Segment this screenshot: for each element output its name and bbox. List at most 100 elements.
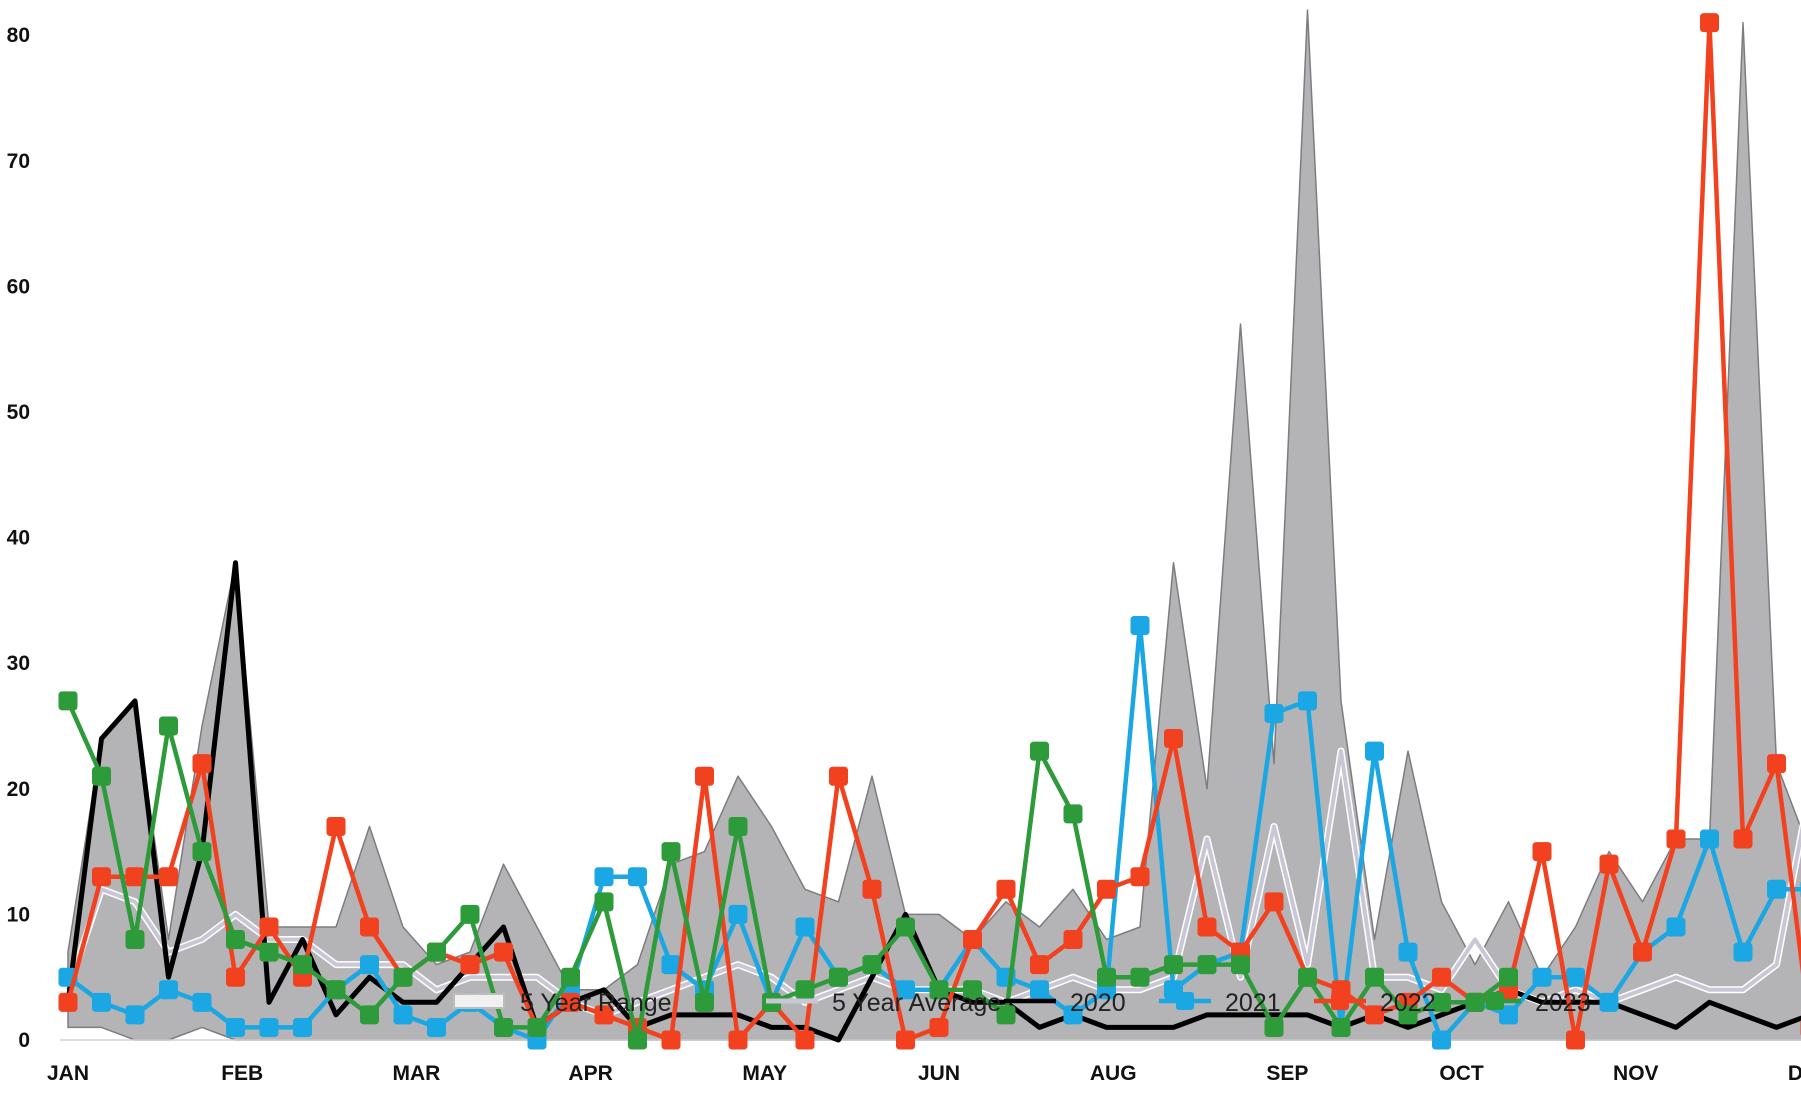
legend-item: 5 Year Range: [453, 989, 672, 1017]
data-point: [1398, 942, 1418, 962]
data-point: [92, 867, 111, 887]
data-point: [226, 967, 245, 987]
y-tick-label: 30: [7, 652, 30, 675]
data-point: [1566, 1030, 1585, 1050]
legend-marker: [1331, 992, 1349, 1010]
data-point: [1331, 1017, 1351, 1037]
data-point: [795, 917, 815, 937]
data-point: [1599, 992, 1619, 1012]
legend-item: 2022: [1314, 989, 1436, 1017]
data-point: [1432, 992, 1451, 1012]
data-point: [1633, 942, 1652, 962]
data-point: [1499, 967, 1518, 987]
data-point: [92, 992, 111, 1012]
data-point: [661, 1030, 681, 1050]
legend: 5 Year Range 5 Year Average 2020 2021 2022 20…: [453, 989, 1591, 1017]
legend-item: 2020: [1004, 989, 1126, 1017]
data-point: [1097, 967, 1116, 987]
data-point: [360, 1005, 379, 1025]
data-point: [1666, 917, 1686, 937]
legend-item: 2023: [1469, 989, 1591, 1017]
data-point: [1599, 854, 1619, 874]
data-point: [427, 942, 446, 962]
data-point: [1566, 967, 1585, 987]
data-point: [159, 867, 178, 887]
data-point: [326, 816, 346, 836]
data-point: [192, 842, 212, 862]
data-point: [1365, 1005, 1384, 1025]
legend-label: 2021: [1225, 989, 1281, 1017]
data-point: [226, 1017, 245, 1037]
data-point: [460, 904, 480, 924]
data-point: [1298, 691, 1317, 711]
y-tick-label: 70: [7, 150, 30, 173]
data-point: [862, 955, 882, 975]
y-tick-label: 0: [18, 1029, 30, 1052]
x-tick-label: JAN: [47, 1062, 89, 1085]
data-point: [393, 1005, 413, 1025]
data-point: [1700, 13, 1719, 33]
data-point: [1398, 1005, 1418, 1025]
data-point: [929, 1017, 949, 1037]
y-tick-label: 60: [7, 275, 30, 298]
data-point: [1164, 955, 1183, 975]
data-point: [1130, 967, 1150, 987]
range-band-area: [67, 9, 1801, 1041]
data-point: [1130, 867, 1150, 887]
data-point: [360, 955, 379, 975]
legend-label: 5 Year Range: [520, 989, 672, 1017]
x-tick-label: MAR: [392, 1062, 440, 1085]
data-point: [125, 930, 145, 950]
data-point: [159, 716, 178, 736]
data-point: [1063, 804, 1083, 824]
data-point: [1030, 741, 1049, 761]
data-point: [293, 955, 312, 975]
y-tick-label: 50: [7, 401, 30, 424]
data-point: [427, 1017, 446, 1037]
x-tick-label: APR: [568, 1062, 612, 1085]
data-point: [326, 980, 346, 1000]
data-point: [159, 980, 178, 1000]
data-point: [996, 1005, 1016, 1025]
data-point: [360, 917, 379, 937]
data-point: [1063, 930, 1083, 950]
series-layer: [58, 13, 1801, 1050]
x-tick-label: SEP: [1266, 1062, 1308, 1085]
data-point: [494, 1017, 513, 1037]
data-point: [1733, 942, 1753, 962]
data-point: [929, 980, 949, 1000]
data-point: [1666, 829, 1686, 849]
data-point: [628, 867, 647, 887]
data-point: [1365, 967, 1384, 987]
data-point: [628, 1030, 647, 1050]
data-point: [829, 967, 848, 987]
data-point: [58, 691, 78, 711]
data-point: [1264, 703, 1284, 723]
data-point: [795, 980, 815, 1000]
legend-item: 5 Year Average: [766, 989, 1001, 1017]
data-point: [1532, 967, 1552, 987]
data-point: [1767, 879, 1786, 899]
data-point: [1063, 1005, 1083, 1025]
data-point: [896, 1030, 915, 1050]
legend-label: 5 Year Average: [832, 989, 1001, 1017]
data-point: [125, 1005, 145, 1025]
x-tick-label: JUN: [918, 1062, 960, 1085]
data-point: [728, 1030, 748, 1050]
data-point: [527, 1017, 547, 1037]
x-tick-label: OCT: [1439, 1062, 1484, 1085]
legend-swatch: [453, 993, 505, 1009]
data-point: [1030, 955, 1049, 975]
data-point: [460, 955, 480, 975]
data-point: [661, 955, 681, 975]
data-point: [1733, 829, 1753, 849]
data-point: [561, 992, 580, 1012]
data-point: [226, 930, 245, 950]
data-point: [259, 1017, 279, 1037]
data-point: [996, 879, 1016, 899]
data-point: [795, 1030, 815, 1050]
data-point: [1197, 955, 1217, 975]
data-point: [829, 766, 848, 786]
